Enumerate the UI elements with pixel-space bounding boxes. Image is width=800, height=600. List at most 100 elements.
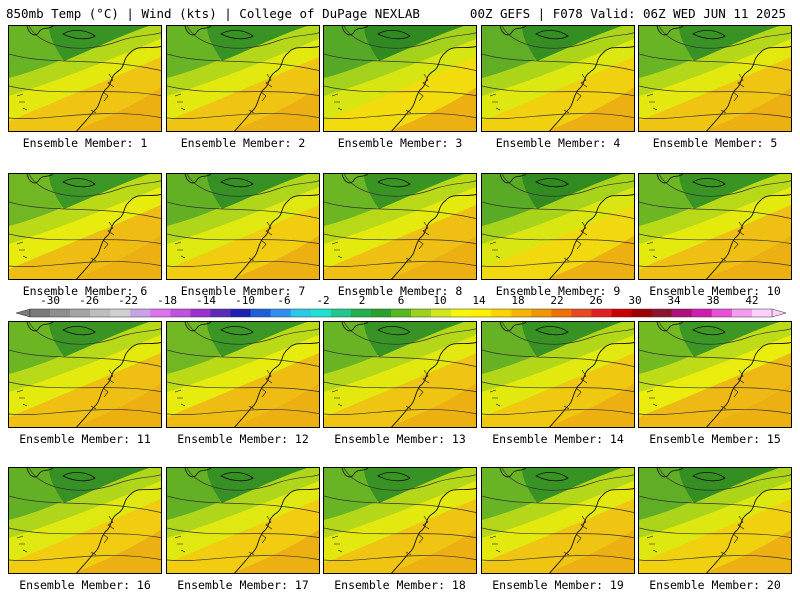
temperature-map — [324, 174, 476, 279]
ensemble-member-label: Ensemble Member: 3 — [337, 136, 463, 150]
ensemble-member-label: Ensemble Member: 13 — [334, 432, 466, 446]
colorbar-tick-label: 14 — [472, 294, 486, 307]
colorbar-tick-label: 6 — [398, 294, 405, 307]
ensemble-member-label: Ensemble Member: 5 — [652, 136, 778, 150]
temperature-map — [9, 468, 161, 573]
temperature-map — [324, 468, 476, 573]
colorbar-segment — [451, 309, 472, 317]
ensemble-member-label: Ensemble Member: 14 — [492, 432, 624, 446]
temperature-map — [9, 322, 161, 427]
ensemble-panel-5 — [638, 25, 792, 132]
ensemble-member-label: Ensemble Member: 6 — [22, 284, 148, 298]
colorbar-tick-label: -2 — [316, 294, 329, 307]
colorbar-right-arrow — [771, 308, 787, 318]
ensemble-member-label: Ensemble Member: 8 — [337, 284, 463, 298]
colorbar-segment — [671, 309, 693, 317]
ensemble-panel-3 — [323, 25, 477, 132]
colorbar-segment — [711, 309, 733, 317]
colorbar-segment — [30, 309, 51, 317]
colorbar-segment — [50, 309, 71, 317]
temperature-map — [639, 26, 791, 131]
ensemble-member-label: Ensemble Member: 9 — [495, 284, 621, 298]
colorbar-segment — [370, 309, 392, 317]
ensemble-member-label: Ensemble Member: 1 — [22, 136, 148, 150]
colorbar-tick-label: 26 — [589, 294, 602, 307]
colorbar-tick-label: -26 — [79, 294, 99, 307]
colorbar-tick-label: 38 — [706, 294, 719, 307]
colorbar-tick-label: -14 — [196, 294, 216, 307]
temperature-map — [482, 322, 634, 427]
ensemble-member-label: Ensemble Member: 17 — [177, 578, 309, 592]
temperature-map — [639, 322, 791, 427]
ensemble-panel-14 — [481, 321, 635, 428]
colorbar-segment — [471, 309, 492, 317]
ensemble-panel-15 — [638, 321, 792, 428]
colorbar-segment — [691, 309, 713, 317]
colorbar-tick-label: 34 — [667, 294, 681, 307]
ensemble-member-label: Ensemble Member: 20 — [649, 578, 781, 592]
temperature-map — [482, 468, 634, 573]
colorbar-segment — [350, 309, 372, 317]
colorbar-tick-label: 30 — [628, 294, 641, 307]
colorbar-segment — [431, 309, 452, 317]
temperature-colorbar: -30 -26 -22 -18 -14 -10 -6 -2 2 6 10 14 18 22 26 30 34 38… — [15, 294, 787, 318]
ensemble-member-label: Ensemble Member: 19 — [492, 578, 624, 592]
ensemble-member-label: Ensemble Member: 10 — [649, 284, 781, 298]
colorbar-segment — [290, 309, 312, 317]
colorbar-segment — [90, 309, 111, 317]
colorbar-segment — [190, 309, 211, 317]
colorbar-left-arrow — [15, 308, 31, 318]
colorbar-segment — [611, 309, 632, 317]
ensemble-member-label: Ensemble Member: 7 — [180, 284, 306, 298]
temperature-map — [482, 174, 634, 279]
ensemble-panel-6 — [8, 173, 162, 280]
ensemble-panel-4 — [481, 25, 635, 132]
ensemble-member-label: Ensemble Member: 16 — [19, 578, 151, 592]
colorbar-segment — [511, 309, 532, 317]
ensemble-member-label: Ensemble Member: 18 — [334, 578, 466, 592]
ensemble-panel-12 — [166, 321, 320, 428]
temperature-map — [9, 26, 161, 131]
colorbar-segment — [411, 309, 432, 317]
colorbar-segment — [631, 309, 652, 317]
colorbar-segment — [651, 309, 673, 317]
ensemble-panel-13 — [323, 321, 477, 428]
colorbar-tick-label: 10 — [433, 294, 446, 307]
temperature-map — [167, 26, 319, 131]
ensemble-member-label: Ensemble Member: 4 — [495, 136, 621, 150]
colorbar-tick-label: 22 — [550, 294, 563, 307]
temperature-map — [167, 174, 319, 279]
colorbar-segment — [250, 309, 271, 317]
ensemble-panel-19 — [481, 467, 635, 574]
temperature-map — [167, 322, 319, 427]
ensemble-panel-7 — [166, 173, 320, 280]
ensemble-member-label: Ensemble Member: 2 — [180, 136, 306, 150]
colorbar-segment — [210, 309, 231, 317]
colorbar-segment — [70, 309, 91, 317]
colorbar-tick-label: -18 — [157, 294, 177, 307]
ensemble-member-label: Ensemble Member: 12 — [177, 432, 309, 446]
colorbar-segment — [230, 309, 251, 317]
temperature-map — [639, 174, 791, 279]
colorbar-segment — [491, 309, 512, 317]
colorbar-segment — [591, 309, 612, 317]
ensemble-panel-9 — [481, 173, 635, 280]
colorbar-tick-label: 18 — [511, 294, 524, 307]
map-title: 850mb Temp (°C) | Wind (kts) | College o… — [6, 6, 420, 21]
colorbar-segment — [551, 309, 572, 317]
temperature-map — [639, 468, 791, 573]
temperature-map — [482, 26, 634, 131]
colorbar-segment — [110, 309, 131, 317]
ensemble-member-label: Ensemble Member: 11 — [19, 432, 151, 446]
colorbar-segment — [531, 309, 552, 317]
ensemble-panel-1 — [8, 25, 162, 132]
ensemble-member-label: Ensemble Member: 15 — [649, 432, 781, 446]
colorbar-segment — [731, 309, 753, 317]
colorbar-segment — [310, 309, 332, 317]
colorbar-tick-label: 2 — [359, 294, 366, 307]
colorbar-tick-label: 42 — [745, 294, 758, 307]
colorbar-segment — [130, 309, 151, 317]
colorbar-tick-label: -22 — [118, 294, 138, 307]
colorbar-segment — [170, 309, 191, 317]
colorbar-tick-label: -6 — [277, 294, 290, 307]
